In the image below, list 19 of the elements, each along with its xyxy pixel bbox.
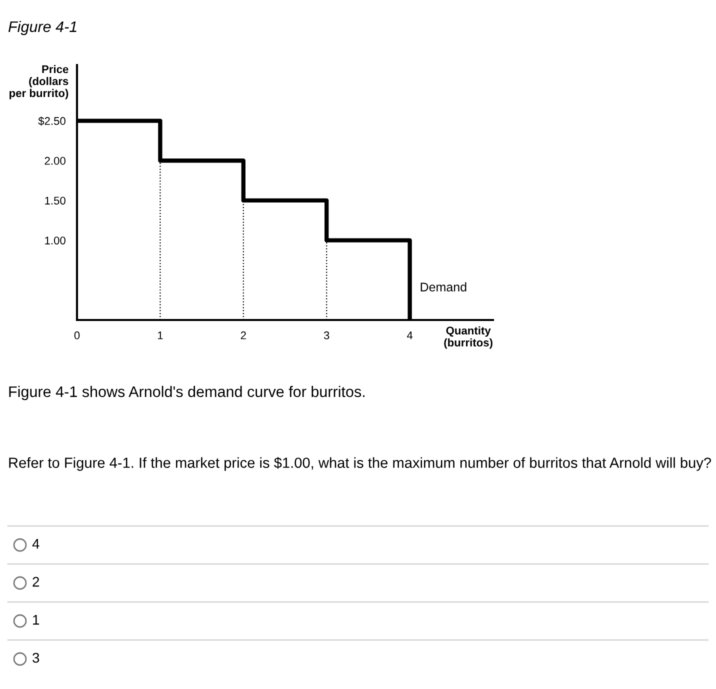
y-tick-label: $2.50 (38, 116, 66, 126)
text: 2 (32, 576, 40, 587)
text: 4 (32, 539, 40, 549)
chart-title: Figure 4-1 (8, 20, 76, 36)
x-tick-label: 3 (324, 331, 330, 340)
text: 3 (32, 652, 40, 663)
y-tick-label: 2.00 (44, 156, 66, 165)
y-tick-label: 1.00 (45, 236, 66, 244)
series-label: Demand (420, 282, 466, 292)
x-tick-label: 4 (406, 332, 413, 340)
text: 1 (33, 615, 40, 625)
x-tick-label: 1 (158, 332, 163, 340)
y-axis-title: Price (dollars per burrito) (10, 65, 68, 100)
x-axis-title: Quantity (burritos) (444, 326, 492, 349)
caption: Figure 4-1 shows Arnold's demand curve for burritos. (9, 386, 364, 400)
y-tick-label: 1.50 (45, 196, 66, 205)
x-tick-label: 2 (240, 331, 246, 340)
text: Refer to Figure 4-1. If the market price is $1.00, what is the maximum number of burritos that Arnold will buy? (9, 457, 712, 471)
x-tick-label: 0 (74, 331, 80, 340)
